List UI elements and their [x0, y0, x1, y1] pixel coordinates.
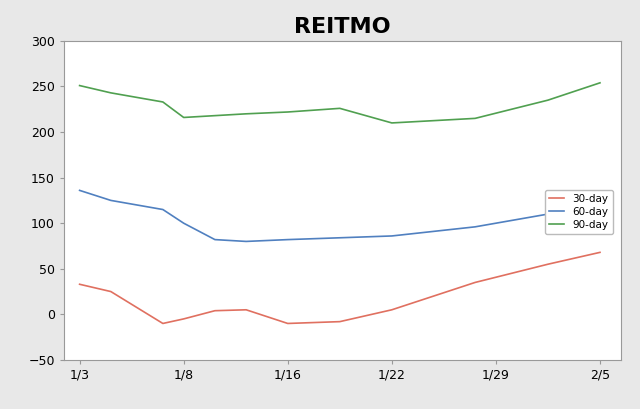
60-day	[336, 235, 344, 240]
30-day	[76, 282, 83, 287]
Line: 30-day: 30-day	[79, 252, 600, 324]
90-day	[596, 81, 604, 85]
30-day	[284, 321, 292, 326]
30-day	[211, 308, 219, 313]
60-day	[243, 239, 250, 244]
60-day	[284, 237, 292, 242]
30-day	[180, 317, 188, 321]
30-day	[544, 262, 552, 267]
30-day	[159, 321, 166, 326]
60-day	[388, 234, 396, 238]
90-day	[284, 110, 292, 115]
30-day	[336, 319, 344, 324]
90-day	[243, 111, 250, 116]
90-day	[180, 115, 188, 120]
Legend: 30-day, 60-day, 90-day: 30-day, 60-day, 90-day	[545, 190, 613, 234]
60-day	[159, 207, 166, 212]
90-day	[159, 99, 166, 104]
90-day	[76, 83, 83, 88]
30-day	[471, 280, 479, 285]
60-day	[471, 225, 479, 229]
90-day	[471, 116, 479, 121]
60-day	[596, 196, 604, 201]
Line: 60-day: 60-day	[79, 190, 600, 241]
60-day	[180, 221, 188, 226]
60-day	[211, 237, 219, 242]
Title: REITMO: REITMO	[294, 17, 390, 36]
30-day	[243, 307, 250, 312]
30-day	[107, 289, 115, 294]
90-day	[388, 121, 396, 126]
60-day	[76, 188, 83, 193]
90-day	[107, 90, 115, 95]
30-day	[388, 307, 396, 312]
90-day	[336, 106, 344, 111]
60-day	[107, 198, 115, 203]
Line: 90-day: 90-day	[79, 83, 600, 123]
90-day	[544, 98, 552, 103]
60-day	[544, 211, 552, 216]
90-day	[211, 113, 219, 118]
30-day	[596, 250, 604, 255]
